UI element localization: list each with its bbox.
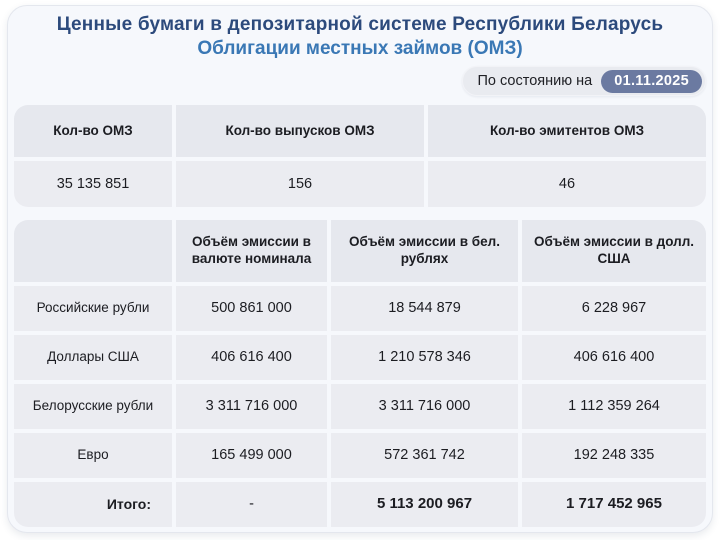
summary-value: 156 <box>176 161 424 207</box>
emission-col-header: Объём эмиссии в валюте номинала <box>176 220 327 282</box>
summary-value: 46 <box>428 161 706 207</box>
page-subtitle: Облигации местных займов (ОМЗ) <box>197 38 523 59</box>
summary-col-header: Кол-во эмитентов ОМЗ <box>428 105 706 157</box>
emission-value: 3 311 716 000 <box>331 384 518 429</box>
emission-row-label: Белорусские рубли <box>14 384 172 429</box>
emission-value: 192 248 335 <box>522 433 706 478</box>
emission-col-header: Объём эмиссии в бел. рублях <box>331 220 518 282</box>
emission-value: 18 544 879 <box>331 286 518 331</box>
as-of-badge: По состоянию на 01.11.2025 <box>461 66 706 96</box>
emission-value: 406 616 400 <box>176 335 327 380</box>
total-row-label: Итого: <box>14 482 172 527</box>
as-of-date-badge: 01.11.2025 <box>601 69 702 93</box>
total-row-value: - <box>176 482 327 527</box>
total-row-value: 5 113 200 967 <box>331 482 518 527</box>
emission-value: 6 228 967 <box>522 286 706 331</box>
summary-table: Кол-во ОМЗ Кол-во выпусков ОМЗ Кол-во эм… <box>14 105 706 207</box>
emission-corner-cell <box>14 220 172 282</box>
emission-value: 572 361 742 <box>331 433 518 478</box>
summary-col-header: Кол-во выпусков ОМЗ <box>176 105 424 157</box>
emission-value: 500 861 000 <box>176 286 327 331</box>
as-of-badge-row: По состоянию на 01.11.2025 <box>14 66 706 96</box>
emission-value: 3 311 716 000 <box>176 384 327 429</box>
emission-row-label: Евро <box>14 433 172 478</box>
as-of-label: По состоянию на <box>477 73 593 89</box>
emission-value: 165 499 000 <box>176 433 327 478</box>
total-row-value: 1 717 452 965 <box>522 482 706 527</box>
page-title: Ценные бумаги в депозитарной системе Рес… <box>56 14 664 35</box>
summary-col-header: Кол-во ОМЗ <box>14 105 172 157</box>
emission-table: Объём эмиссии в валюте номинала Объём эм… <box>14 220 706 527</box>
stats-card: Ценные бумаги в депозитарной системе Рес… <box>7 5 713 533</box>
emission-row-label: Российские рубли <box>14 286 172 331</box>
emission-row-label: Доллары США <box>14 335 172 380</box>
emission-value: 1 112 359 264 <box>522 384 706 429</box>
emission-value: 406 616 400 <box>522 335 706 380</box>
emission-value: 1 210 578 346 <box>331 335 518 380</box>
summary-value: 35 135 851 <box>14 161 172 207</box>
emission-col-header: Объём эмиссии в долл. США <box>522 220 706 282</box>
